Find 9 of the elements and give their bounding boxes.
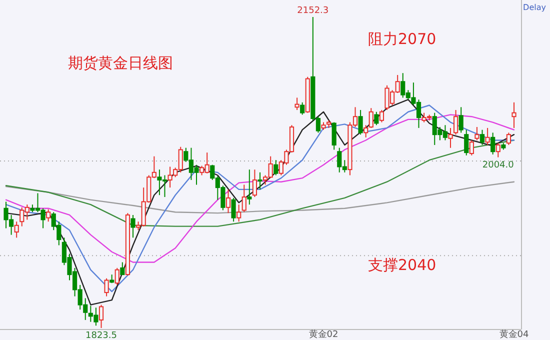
annotation: 2004.0 [482,160,514,170]
text: Delay [523,3,546,12]
annotation: 2152.3 [297,6,329,16]
annotation: 阻力2070 [368,30,436,48]
text: 期货黄金日线图 [68,54,173,72]
annotation: 1823.5 [86,331,117,340]
x-tick-label: 黄金04 [499,329,529,340]
annotation: 支撑2040 [368,256,436,274]
x-tick-label: 黄金02 [308,329,338,340]
